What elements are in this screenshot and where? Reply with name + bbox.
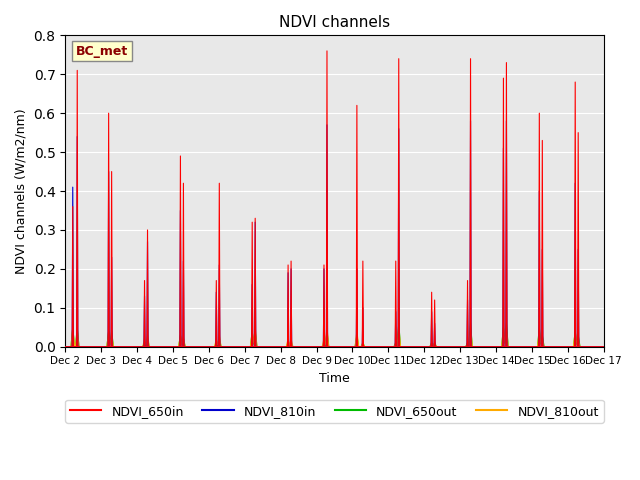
Y-axis label: NDVI channels (W/m2/nm): NDVI channels (W/m2/nm) — [15, 108, 28, 274]
X-axis label: Time: Time — [319, 372, 350, 385]
Legend: NDVI_650in, NDVI_810in, NDVI_650out, NDVI_810out: NDVI_650in, NDVI_810in, NDVI_650out, NDV… — [65, 400, 604, 423]
Text: BC_met: BC_met — [76, 45, 128, 58]
Title: NDVI channels: NDVI channels — [279, 15, 390, 30]
